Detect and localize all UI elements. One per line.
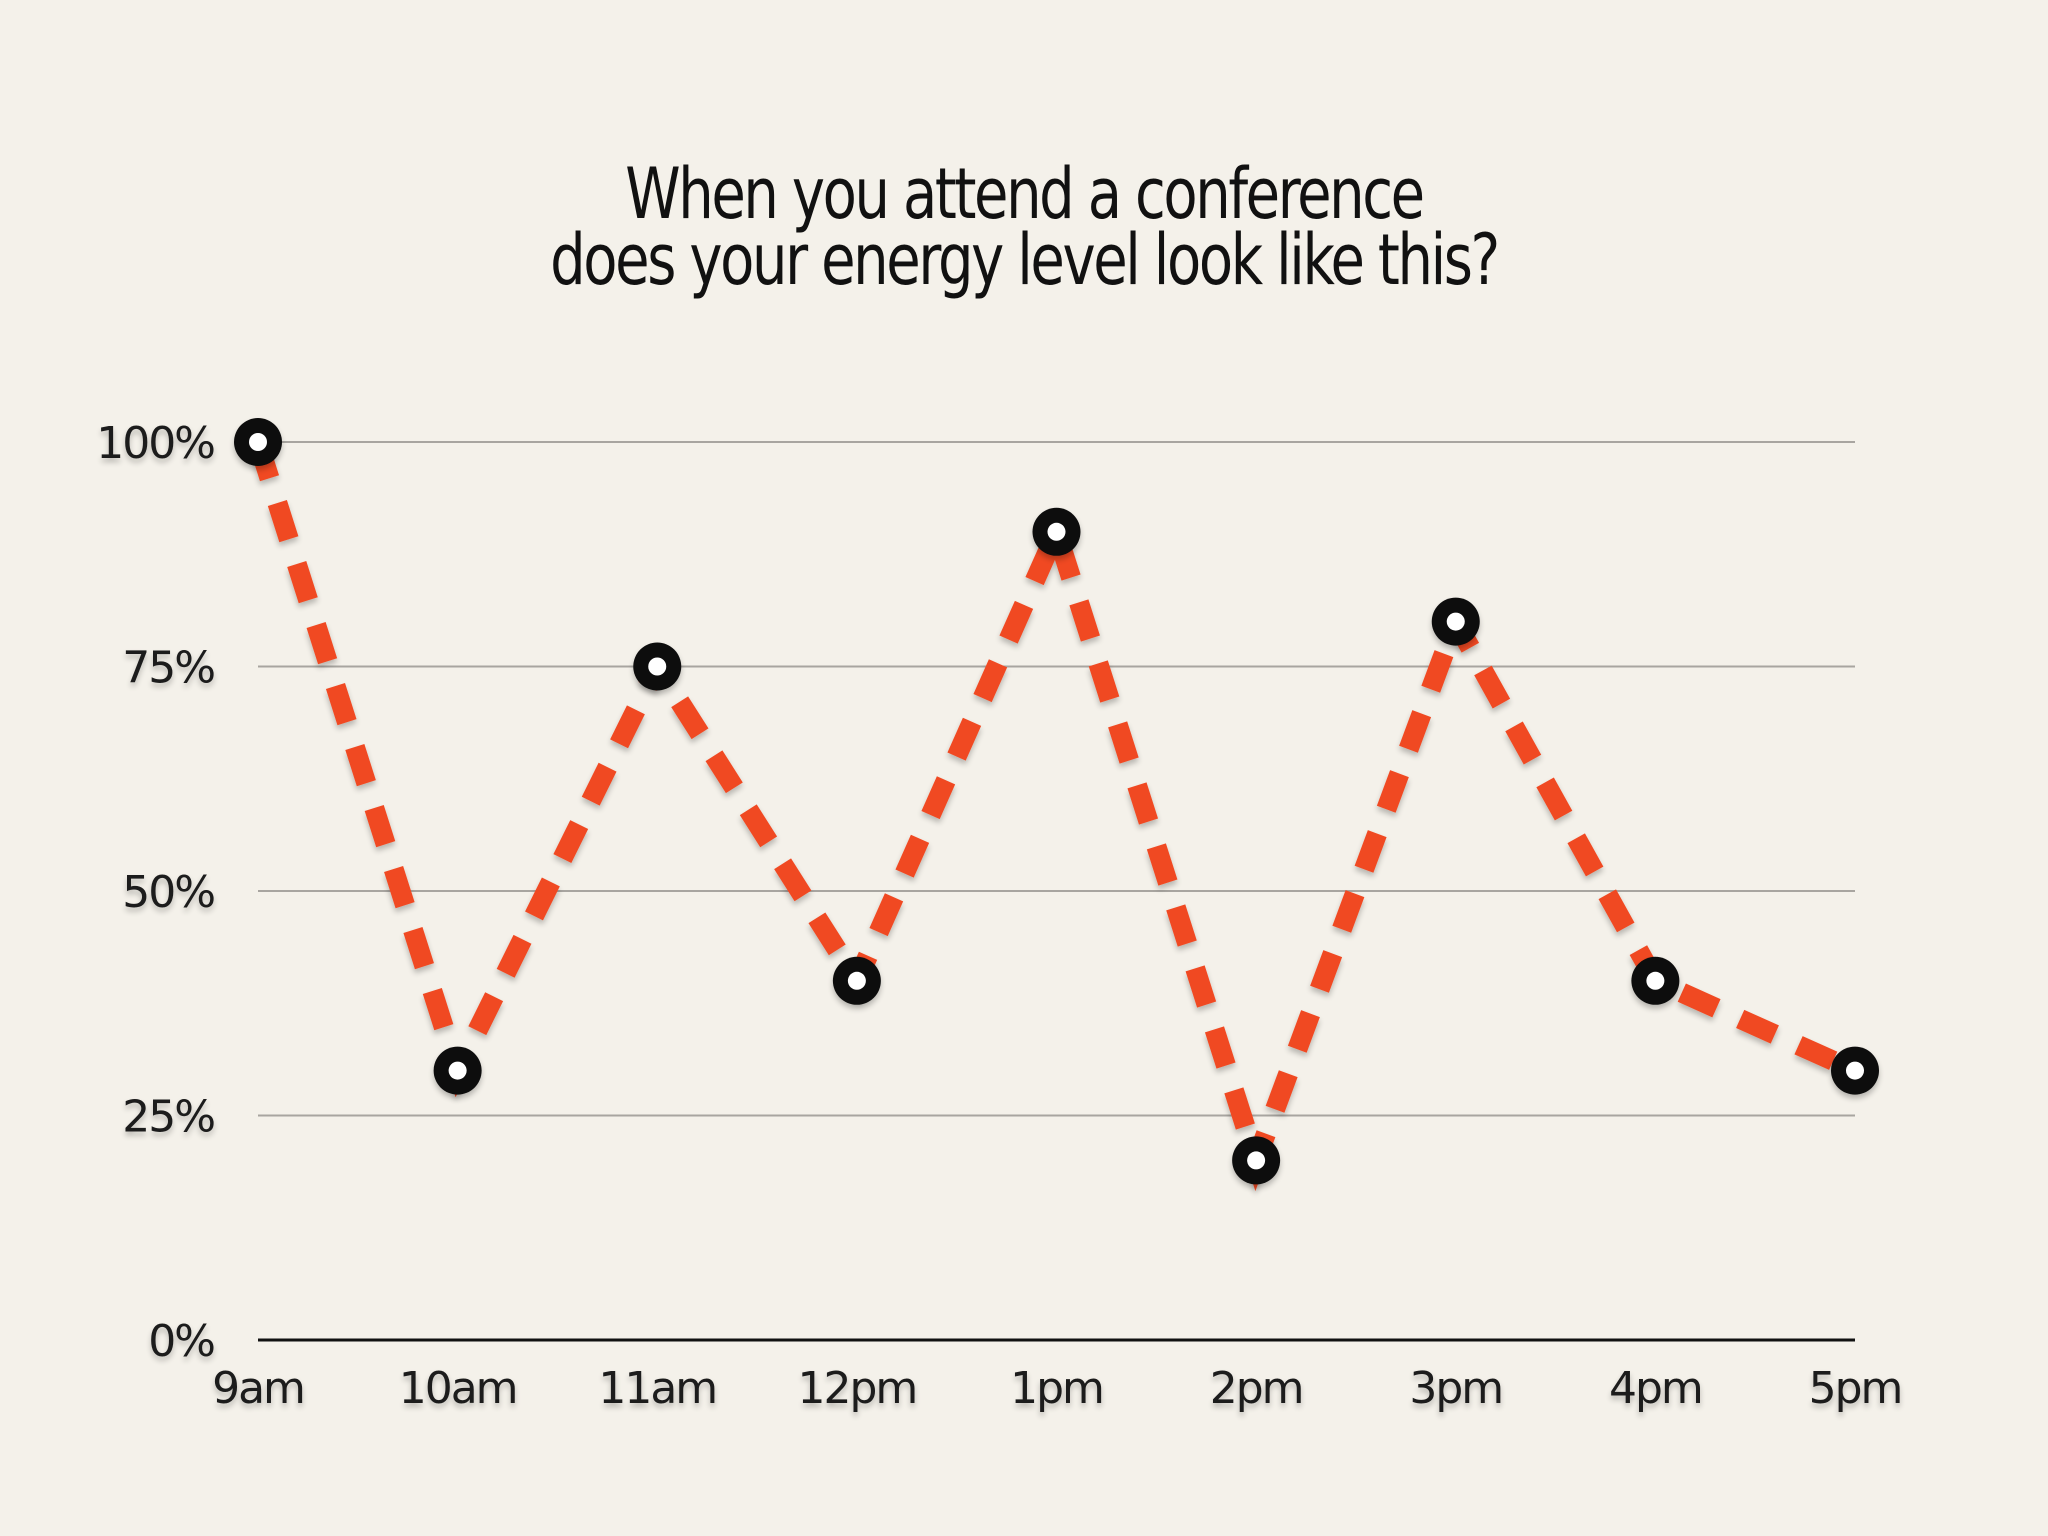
data-point-marker xyxy=(832,956,881,1005)
x-tick-label: 4pm xyxy=(1609,1363,1702,1414)
chart-title-line-1: When you attend a conference xyxy=(625,153,1425,235)
x-tick-label: 2pm xyxy=(1210,1363,1303,1414)
data-point-marker xyxy=(1431,597,1480,646)
data-point-marker xyxy=(433,1046,482,1095)
x-tick-label: 3pm xyxy=(1409,1363,1502,1414)
data-point-marker xyxy=(1232,1136,1281,1185)
x-tick-label: 9am xyxy=(212,1363,304,1414)
energy-series-markers xyxy=(234,418,1879,1185)
data-point-marker xyxy=(1032,507,1081,556)
series-line xyxy=(248,438,1860,1192)
gridlines xyxy=(258,441,1855,1342)
y-tick-label: 25% xyxy=(122,1092,214,1143)
energy-series-line xyxy=(248,438,1860,1192)
data-point-marker xyxy=(234,418,282,466)
x-axis-tick-labels: 9am 10am 11am 12pm 1pm 2pm 3pm 4pm 5pm xyxy=(212,1363,1903,1414)
x-tick-label: 12pm xyxy=(797,1363,916,1414)
x-tick-label: 11am xyxy=(598,1363,716,1414)
chart-title-line-2: does your energy level look like this? xyxy=(550,219,1500,301)
y-axis-tick-labels: 0% 25% 50% 75% 100% xyxy=(96,418,216,1367)
x-tick-label: 5pm xyxy=(1809,1363,1902,1414)
y-tick-label: 0% xyxy=(148,1316,214,1367)
x-tick-label: 1pm xyxy=(1010,1363,1103,1414)
x-tick-label: 10am xyxy=(399,1363,517,1414)
y-tick-label: 75% xyxy=(122,643,214,694)
y-tick-label: 50% xyxy=(122,867,214,918)
data-point-marker xyxy=(1831,1046,1879,1095)
y-tick-label: 100% xyxy=(96,418,214,469)
data-point-marker xyxy=(633,642,682,691)
data-point-marker xyxy=(1631,956,1680,1005)
